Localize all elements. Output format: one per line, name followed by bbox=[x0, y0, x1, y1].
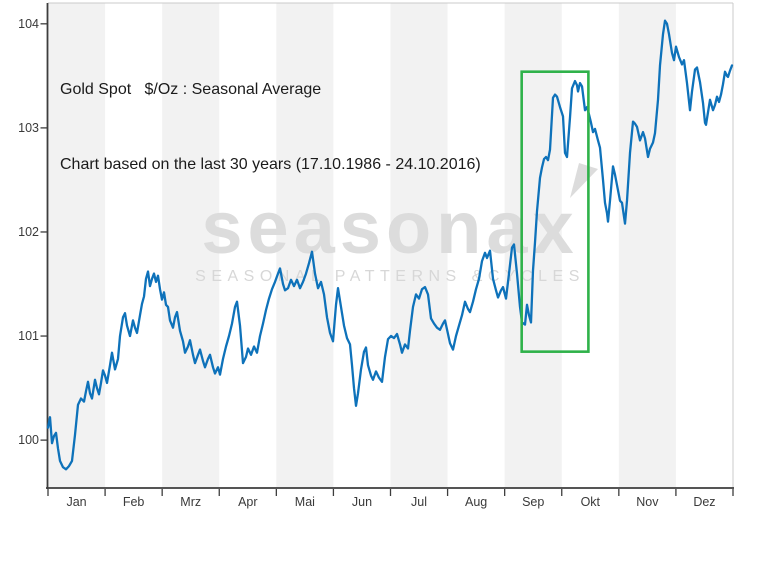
y-tick-label: 103 bbox=[18, 121, 39, 135]
month-label: Aug bbox=[465, 495, 487, 509]
month-band bbox=[618, 3, 676, 488]
month-label: Dez bbox=[693, 495, 715, 509]
month-label: Okt bbox=[581, 495, 601, 509]
month-band bbox=[162, 3, 220, 488]
month-label: Sep bbox=[522, 495, 544, 509]
month-label: Jan bbox=[66, 495, 86, 509]
month-label: Mrz bbox=[180, 495, 201, 509]
month-label: Feb bbox=[123, 495, 145, 509]
y-tick-label: 102 bbox=[18, 225, 39, 239]
month-band bbox=[276, 3, 334, 488]
month-label: Mai bbox=[295, 495, 315, 509]
highlight-rectangle bbox=[520, 70, 590, 353]
seasonal-average-line bbox=[46, 19, 734, 471]
month-label: Apr bbox=[238, 495, 257, 509]
y-tick-label: 104 bbox=[18, 17, 39, 31]
month-label: Nov bbox=[636, 495, 659, 509]
y-tick-label: 100 bbox=[18, 433, 39, 447]
month-band bbox=[48, 3, 106, 488]
month-band bbox=[390, 3, 448, 488]
month-label: Jun bbox=[352, 495, 372, 509]
y-tick-label: 101 bbox=[18, 329, 39, 343]
month-label: Jul bbox=[411, 495, 427, 509]
watermark-arrow-icon bbox=[570, 163, 598, 198]
watermark-tagline-text: SEASONAL PATTERNS &CYCLES bbox=[195, 268, 585, 285]
